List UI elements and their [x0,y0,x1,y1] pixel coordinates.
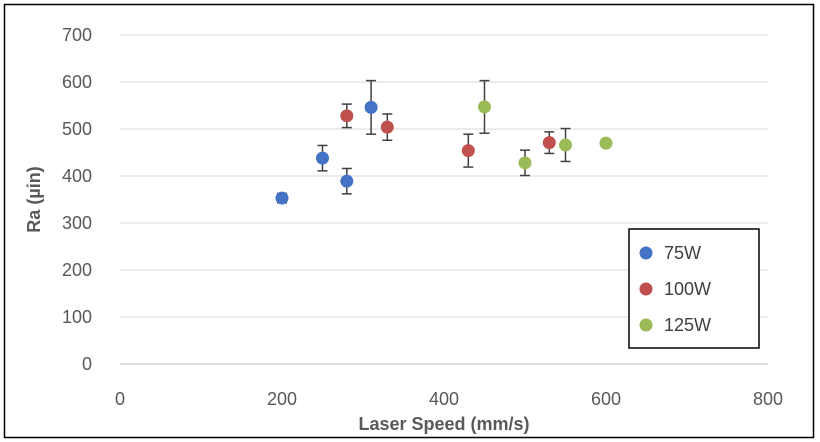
y-tick-label: 700 [62,25,92,45]
x-tick-label: 200 [267,389,297,409]
y-tick-labels: 0 100 200 300 400 500 600 700 [62,25,92,374]
y-tick-label: 200 [62,260,92,280]
x-tick-label: 400 [429,389,459,409]
point-100w [380,120,394,134]
point-100w [461,144,475,158]
legend-marker-100w [639,282,653,296]
point-75w [275,191,289,205]
point-125w [478,100,491,114]
point-125w [518,156,532,170]
y-tick-label: 400 [62,166,92,186]
y-tick-label: 100 [62,307,92,327]
data-points [275,100,613,205]
x-axis-title: Laser Speed (mm/s) [358,414,529,434]
point-75w [340,174,354,188]
legend: 75W 100W 125W [628,228,760,349]
y-tick-label: 500 [62,119,92,139]
point-100w [340,109,354,123]
legend-label-125w: 125W [664,315,711,335]
legend-label-100w: 100W [664,279,711,299]
gridlines [120,34,768,365]
y-tick-label: 0 [82,354,92,374]
x-tick-labels: 0 200 400 600 800 [115,389,783,409]
legend-marker-75w [639,246,653,260]
y-tick-label: 600 [62,72,92,92]
legend-label-75w: 75W [664,243,701,263]
legend-marker-125w [639,318,653,332]
point-100w [542,136,556,150]
y-tick-label: 300 [62,213,92,233]
point-75w [364,100,378,114]
x-tick-label: 800 [753,389,783,409]
x-tick-label: 600 [591,389,621,409]
y-axis-title: Ra (µin) [24,166,44,232]
chart-frame [3,3,815,439]
point-125w [599,136,613,150]
x-tick-label: 0 [115,389,125,409]
point-75w [316,151,329,165]
point-125w [559,138,572,152]
